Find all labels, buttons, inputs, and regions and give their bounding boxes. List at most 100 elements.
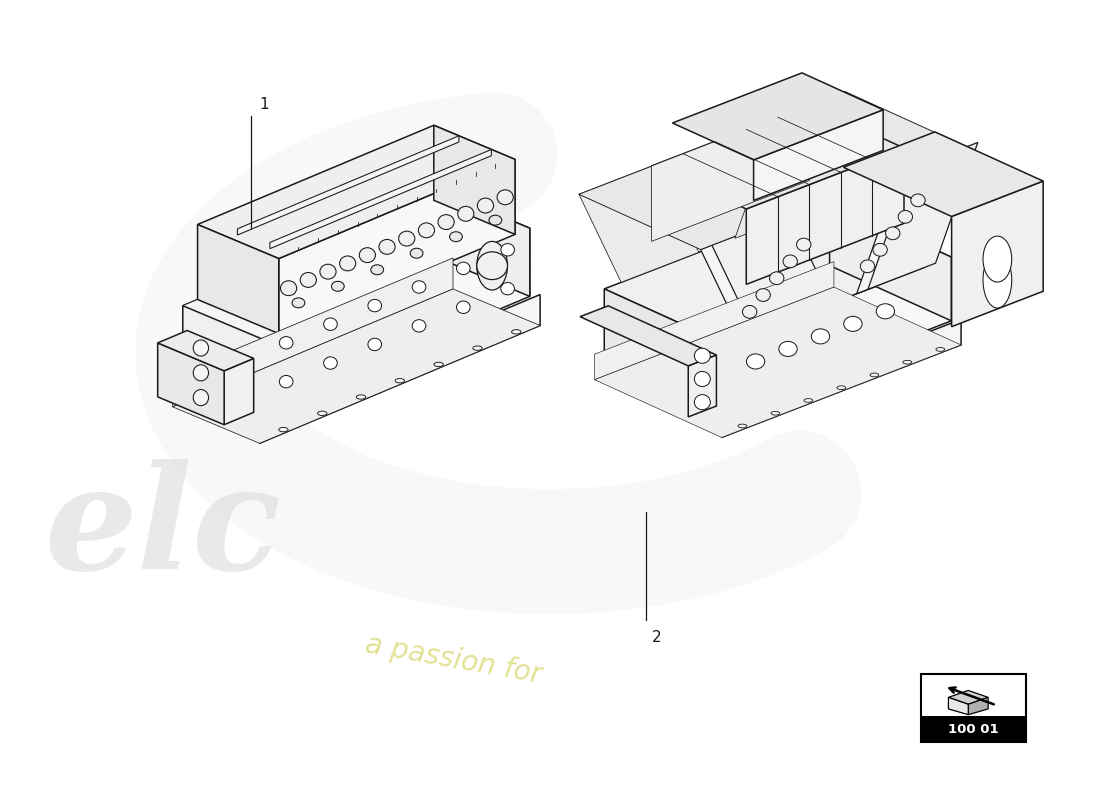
Text: a passion for: a passion for	[363, 630, 544, 690]
Polygon shape	[157, 343, 224, 425]
Polygon shape	[722, 319, 961, 438]
Polygon shape	[260, 294, 540, 443]
Polygon shape	[173, 258, 453, 406]
Polygon shape	[952, 181, 1043, 326]
Ellipse shape	[770, 272, 784, 285]
Ellipse shape	[512, 330, 521, 334]
Text: elc: elc	[44, 458, 280, 600]
Ellipse shape	[870, 373, 879, 377]
Ellipse shape	[796, 238, 811, 251]
Ellipse shape	[477, 198, 494, 213]
Ellipse shape	[293, 298, 305, 308]
Ellipse shape	[694, 348, 711, 363]
Ellipse shape	[450, 232, 462, 242]
Ellipse shape	[458, 206, 474, 222]
Ellipse shape	[194, 365, 209, 381]
Ellipse shape	[280, 281, 297, 296]
Ellipse shape	[476, 242, 507, 290]
Polygon shape	[701, 219, 821, 338]
Ellipse shape	[837, 386, 846, 390]
Ellipse shape	[340, 256, 355, 271]
Polygon shape	[449, 194, 530, 297]
Polygon shape	[157, 330, 254, 371]
Polygon shape	[948, 698, 968, 714]
Ellipse shape	[418, 223, 434, 238]
Ellipse shape	[395, 378, 405, 383]
Ellipse shape	[434, 362, 443, 366]
Polygon shape	[868, 142, 978, 290]
Ellipse shape	[983, 252, 1012, 308]
Ellipse shape	[456, 262, 470, 274]
Ellipse shape	[356, 395, 365, 399]
Ellipse shape	[412, 281, 426, 293]
Ellipse shape	[412, 320, 426, 332]
Ellipse shape	[903, 360, 912, 364]
Ellipse shape	[771, 411, 780, 415]
Text: 2: 2	[652, 630, 662, 645]
Ellipse shape	[323, 318, 338, 330]
Polygon shape	[594, 287, 961, 438]
Ellipse shape	[378, 239, 395, 254]
Bar	[922, 716, 1025, 742]
Polygon shape	[604, 202, 952, 344]
Polygon shape	[844, 132, 1043, 217]
Ellipse shape	[367, 338, 382, 350]
Ellipse shape	[886, 227, 900, 240]
Ellipse shape	[497, 190, 514, 205]
Polygon shape	[604, 289, 726, 408]
Polygon shape	[651, 105, 904, 209]
Ellipse shape	[438, 214, 454, 230]
Ellipse shape	[911, 194, 925, 206]
Polygon shape	[968, 698, 988, 714]
Ellipse shape	[742, 306, 757, 318]
Polygon shape	[948, 690, 988, 704]
Ellipse shape	[279, 337, 293, 349]
Ellipse shape	[783, 255, 798, 268]
Polygon shape	[672, 73, 883, 160]
Ellipse shape	[476, 252, 507, 279]
Polygon shape	[579, 164, 698, 282]
Polygon shape	[264, 228, 530, 408]
Polygon shape	[183, 306, 264, 408]
Text: 085: 085	[830, 219, 906, 253]
Polygon shape	[238, 136, 459, 235]
Ellipse shape	[456, 301, 470, 314]
Ellipse shape	[473, 346, 482, 350]
Polygon shape	[857, 146, 967, 294]
Ellipse shape	[278, 427, 288, 432]
Polygon shape	[594, 262, 834, 380]
Ellipse shape	[873, 243, 888, 256]
Polygon shape	[433, 126, 515, 234]
Polygon shape	[735, 91, 845, 238]
Ellipse shape	[899, 210, 913, 223]
Ellipse shape	[360, 248, 375, 262]
Ellipse shape	[371, 265, 384, 274]
Ellipse shape	[318, 411, 327, 415]
Ellipse shape	[747, 354, 764, 369]
Polygon shape	[689, 355, 716, 417]
Ellipse shape	[367, 299, 382, 312]
Ellipse shape	[488, 215, 502, 225]
Ellipse shape	[877, 304, 894, 319]
Ellipse shape	[194, 390, 209, 406]
Ellipse shape	[738, 424, 747, 428]
Polygon shape	[712, 215, 832, 334]
Ellipse shape	[500, 282, 515, 295]
Polygon shape	[173, 289, 540, 443]
Polygon shape	[754, 110, 883, 201]
Polygon shape	[778, 91, 967, 173]
Ellipse shape	[279, 375, 293, 388]
Ellipse shape	[694, 394, 711, 410]
Polygon shape	[198, 126, 515, 258]
Text: 100 01: 100 01	[948, 722, 999, 735]
Polygon shape	[829, 202, 952, 321]
Polygon shape	[746, 148, 904, 284]
Bar	[922, 674, 1025, 742]
Ellipse shape	[323, 357, 338, 370]
Ellipse shape	[804, 398, 813, 402]
Ellipse shape	[860, 260, 875, 273]
Polygon shape	[651, 105, 810, 242]
Ellipse shape	[398, 231, 415, 246]
Ellipse shape	[694, 371, 711, 386]
Ellipse shape	[300, 273, 317, 287]
